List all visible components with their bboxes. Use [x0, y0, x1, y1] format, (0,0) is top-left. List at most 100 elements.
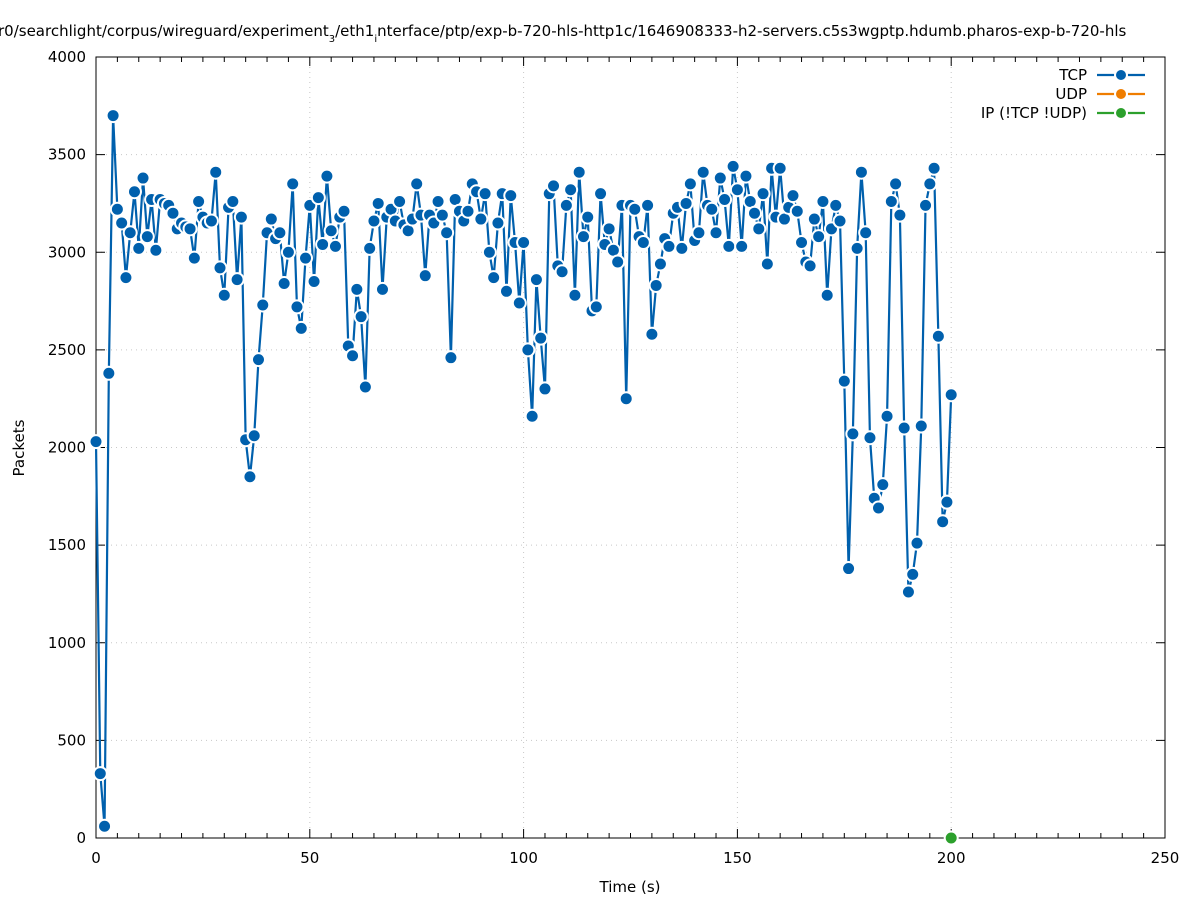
x-tick-label: 250 — [1151, 849, 1180, 867]
tcp-data-point — [678, 195, 694, 211]
tcp-data-point — [575, 229, 591, 245]
tcp-data-point — [131, 240, 147, 256]
tcp-data-point — [92, 766, 108, 782]
tcp-data-point — [511, 295, 527, 311]
tcp-data-point — [148, 242, 164, 258]
tcp-data-point — [516, 234, 532, 250]
x-tick-label: 0 — [91, 849, 101, 867]
tcp-data-point — [888, 176, 904, 192]
tcp-data-point — [434, 207, 450, 223]
tcp-data-point — [88, 434, 104, 450]
tcp-data-point — [392, 193, 408, 209]
tcp-data-point — [939, 494, 955, 510]
tcp-data-point — [640, 197, 656, 213]
tcp-data-point — [276, 275, 292, 291]
tcp-data-point — [819, 287, 835, 303]
tcp-data-point — [648, 277, 664, 293]
tcp-data-point — [682, 176, 698, 192]
tcp-data-point — [135, 170, 151, 186]
tcp-data-point — [845, 426, 861, 442]
tcp-data-point — [315, 236, 331, 252]
tcp-data-point — [593, 186, 609, 202]
grid-lines — [96, 57, 1165, 838]
tcp-data-point — [186, 250, 202, 266]
tcp-data-point — [708, 225, 724, 241]
tcp-data-point — [165, 205, 181, 221]
tcp-data-point — [250, 352, 266, 368]
tcp-data-point — [721, 238, 737, 254]
tcp-data-point — [272, 225, 288, 241]
tcp-data-point — [789, 203, 805, 219]
tcp-data-point — [862, 430, 878, 446]
tcp-data-point — [357, 379, 373, 395]
tcp-data-point — [610, 254, 626, 270]
x-tick-label: 150 — [723, 849, 752, 867]
tcp-data-point — [255, 297, 271, 313]
y-tick-label: 3000 — [48, 243, 86, 261]
tcp-data-point — [537, 381, 553, 397]
tcp-data-point — [533, 330, 549, 346]
tcp-data-point — [712, 170, 728, 186]
tcp-data-point — [225, 193, 241, 209]
tcp-data-point — [327, 238, 343, 254]
y-tick-label: 1500 — [48, 536, 86, 554]
tcp-data-point — [460, 203, 476, 219]
tcp-data-point — [563, 182, 579, 198]
tcp-data-point — [922, 176, 938, 192]
tcp-data-point — [345, 348, 361, 364]
tcp-data-point — [362, 240, 378, 256]
tcp-data-point — [280, 244, 296, 260]
tcp-data-point — [203, 213, 219, 229]
tcp-data-point — [503, 188, 519, 204]
tcp-data-point — [849, 240, 865, 256]
tcp-data-point — [306, 274, 322, 290]
tcp-data-point — [182, 221, 198, 237]
tcp-data-point — [105, 108, 121, 124]
tcp-data-point — [580, 209, 596, 225]
tcp-data-point — [473, 211, 489, 227]
tcp-data-point — [772, 160, 788, 176]
tcp-data-point — [879, 408, 895, 424]
tcp-data-point — [528, 272, 544, 288]
tcp-data-point — [717, 192, 733, 208]
tcp-data-point — [293, 320, 309, 336]
tcp-data-point — [918, 197, 934, 213]
tcp-data-point — [139, 229, 155, 245]
legend-marker-tcp — [1114, 68, 1128, 82]
tcp-data-point — [409, 176, 425, 192]
tcp-data-point — [481, 244, 497, 260]
tcp-data-point — [815, 193, 831, 209]
tcp-data-point — [191, 193, 207, 209]
tcp-data-point — [263, 211, 279, 227]
tcp-data-point — [759, 256, 775, 272]
tcp-data-point — [554, 264, 570, 280]
series-layer — [88, 108, 959, 846]
tcp-data-point — [370, 195, 386, 211]
tcp-data-point — [652, 256, 668, 272]
tcp-data-point — [853, 164, 869, 180]
tcp-data-point — [832, 213, 848, 229]
x-tick-label: 200 — [937, 849, 966, 867]
tcp-data-point — [729, 182, 745, 198]
tcp-data-point — [524, 408, 540, 424]
ip-tcp-udp-data-point — [943, 830, 959, 846]
tcp-data-point — [926, 160, 942, 176]
legend-marker-ip-tcp-udp — [1114, 106, 1128, 120]
y-tick-label: 2000 — [48, 439, 86, 457]
tcp-data-point — [374, 281, 390, 297]
chart-title: r0/searchlight/corpus/wireguard/experime… — [0, 22, 1126, 45]
tcp-data-point — [498, 283, 514, 299]
tcp-data-point — [588, 299, 604, 315]
tcp-data-point — [298, 250, 314, 266]
tcp-data-point — [242, 469, 258, 485]
tcp-data-point — [841, 561, 857, 577]
y-tick-label: 3500 — [48, 146, 86, 164]
tcp-data-point — [871, 500, 887, 516]
tcp-data-point — [618, 391, 634, 407]
tcp-data-point — [738, 168, 754, 184]
tcp-data-point — [674, 240, 690, 256]
tcp-data-point — [233, 209, 249, 225]
tcp-data-point — [913, 418, 929, 434]
tcp-data-point — [691, 225, 707, 241]
tcp-data-point — [836, 373, 852, 389]
